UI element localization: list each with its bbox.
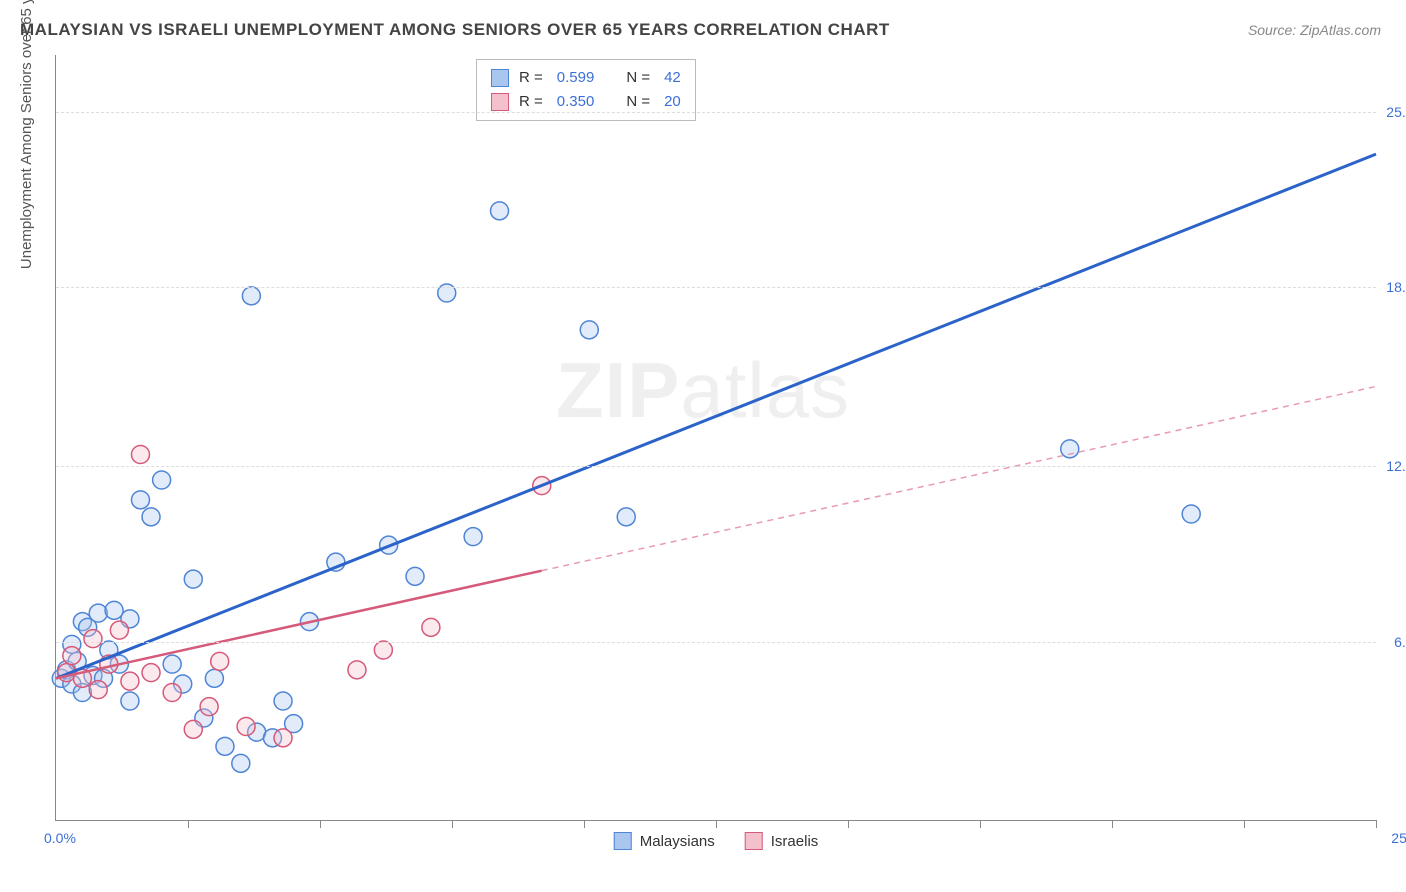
y-axis-title: Unemployment Among Seniors over 65 years (18, 0, 35, 269)
data-point (163, 655, 181, 673)
data-point (89, 681, 107, 699)
scatter-svg (56, 55, 1376, 820)
swatch-israelis (491, 93, 509, 111)
data-point (216, 737, 234, 755)
data-point (184, 720, 202, 738)
legend-item-israelis: Israelis (745, 832, 819, 850)
data-point (232, 754, 250, 772)
data-point (121, 692, 139, 710)
gridline (56, 642, 1376, 643)
data-point (617, 508, 635, 526)
swatch-malaysians (491, 69, 509, 87)
data-point (142, 508, 160, 526)
data-point (153, 471, 171, 489)
data-point (89, 604, 107, 622)
data-point (580, 321, 598, 339)
data-point (84, 630, 102, 648)
data-point (464, 528, 482, 546)
series-legend: Malaysians Israelis (614, 832, 819, 850)
data-point (406, 567, 424, 585)
data-point (242, 287, 260, 305)
data-point (205, 669, 223, 687)
data-point (131, 446, 149, 464)
gridline (56, 112, 1376, 113)
data-point (200, 698, 218, 716)
data-point (274, 692, 292, 710)
trend-line (542, 387, 1376, 571)
data-point (211, 652, 229, 670)
x-tick (1244, 820, 1245, 828)
data-point (274, 729, 292, 747)
data-point (184, 570, 202, 588)
x-tick (188, 820, 189, 828)
chart-title: MALAYSIAN VS ISRAELI UNEMPLOYMENT AMONG … (20, 20, 890, 40)
y-tick-label: 6.3% (1381, 634, 1406, 650)
x-tick (1376, 820, 1377, 828)
data-point (110, 621, 128, 639)
plot-area: ZIPatlas R = 0.599 N = 42 R = 0.350 N = … (55, 55, 1376, 821)
data-point (374, 641, 392, 659)
data-point (105, 601, 123, 619)
data-point (121, 672, 139, 690)
x-tick (584, 820, 585, 828)
data-point (491, 202, 509, 220)
y-tick-label: 12.5% (1381, 458, 1406, 474)
gridline (56, 287, 1376, 288)
trend-line (56, 154, 1376, 678)
x-min-label: 0.0% (44, 830, 76, 846)
swatch-israelis-icon (745, 832, 763, 850)
swatch-malaysians-icon (614, 832, 632, 850)
x-tick (980, 820, 981, 828)
data-point (131, 491, 149, 509)
y-tick-label: 18.8% (1381, 279, 1406, 295)
legend-item-malaysians: Malaysians (614, 832, 715, 850)
data-point (237, 718, 255, 736)
data-point (348, 661, 366, 679)
data-point (142, 664, 160, 682)
x-tick (452, 820, 453, 828)
data-point (63, 647, 81, 665)
x-tick (1112, 820, 1113, 828)
y-tick-label: 25.0% (1381, 104, 1406, 120)
stats-row-israelis: R = 0.350 N = 20 (491, 90, 681, 114)
x-max-label: 25.0% (1391, 830, 1406, 846)
source-label: Source: ZipAtlas.com (1248, 22, 1381, 38)
stats-row-malaysians: R = 0.599 N = 42 (491, 66, 681, 90)
gridline (56, 466, 1376, 467)
data-point (1061, 440, 1079, 458)
x-tick (320, 820, 321, 828)
data-point (163, 684, 181, 702)
data-point (1182, 505, 1200, 523)
data-point (422, 618, 440, 636)
x-tick (848, 820, 849, 828)
x-tick (716, 820, 717, 828)
